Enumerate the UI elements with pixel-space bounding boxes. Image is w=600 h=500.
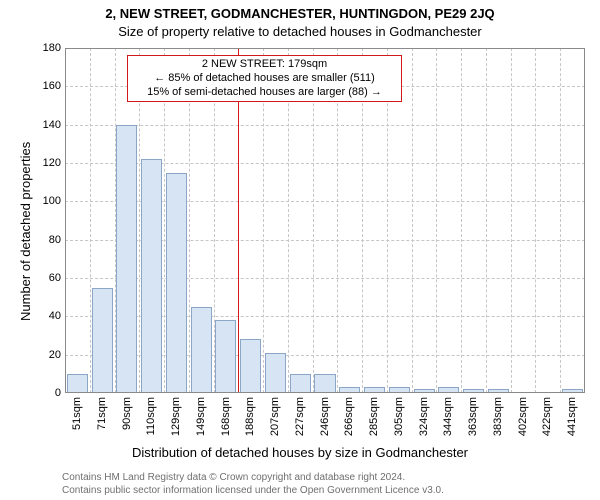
x-tick: 266sqm	[343, 397, 355, 436]
bar	[438, 387, 459, 393]
x-tick: 422sqm	[541, 397, 553, 436]
bar	[364, 387, 385, 393]
y-tick: 80	[37, 234, 61, 246]
chart-title-1: 2, NEW STREET, GODMANCHESTER, HUNTINGDON…	[0, 6, 600, 21]
x-tick: 246sqm	[319, 397, 331, 436]
gridline-v	[436, 48, 437, 393]
gridline-h	[65, 125, 585, 126]
x-tick: 305sqm	[393, 397, 405, 436]
bar	[562, 389, 583, 393]
bar	[339, 387, 360, 393]
annotation-l2: ← 85% of detached houses are smaller (51…	[134, 72, 395, 86]
x-tick: 207sqm	[269, 397, 281, 436]
gridline-v	[511, 48, 512, 393]
y-tick: 160	[37, 80, 61, 92]
y-tick: 60	[37, 272, 61, 284]
footer: Contains HM Land Registry data © Crown c…	[62, 472, 444, 497]
annotation-box: 2 NEW STREET: 179sqm ← 85% of detached h…	[127, 55, 402, 102]
y-tick: 140	[37, 119, 61, 131]
x-tick: 71sqm	[96, 397, 108, 430]
y-axis-label: Number of detached properties	[18, 141, 33, 320]
plot-area: 51sqm71sqm90sqm110sqm129sqm149sqm168sqm1…	[65, 48, 585, 393]
gridline-v	[461, 48, 462, 393]
chart-title-2: Size of property relative to detached ho…	[0, 24, 600, 39]
annotation-l3: 15% of semi-detached houses are larger (…	[134, 86, 395, 100]
x-tick: 149sqm	[195, 397, 207, 436]
bar	[463, 389, 484, 393]
x-tick: 168sqm	[220, 397, 232, 436]
y-tick: 180	[37, 42, 61, 54]
x-tick: 383sqm	[492, 397, 504, 436]
footer-l2: Contains public sector information licen…	[62, 485, 444, 498]
footer-l1: Contains HM Land Registry data © Crown c…	[62, 472, 444, 485]
x-tick: 285sqm	[368, 397, 380, 436]
gridline-v	[90, 48, 91, 393]
x-tick: 129sqm	[170, 397, 182, 436]
gridline-v	[535, 48, 536, 393]
bar	[290, 374, 311, 393]
x-tick: 324sqm	[418, 397, 430, 436]
bar	[191, 307, 212, 393]
x-tick: 90sqm	[121, 397, 133, 430]
bar	[92, 288, 113, 393]
x-tick: 188sqm	[244, 397, 256, 436]
bar	[414, 389, 435, 393]
gridline-v	[560, 48, 561, 393]
x-tick: 110sqm	[145, 397, 157, 435]
bar	[67, 374, 88, 393]
bar	[166, 173, 187, 393]
bar	[240, 339, 261, 393]
x-tick: 402sqm	[517, 397, 529, 436]
x-tick: 227sqm	[294, 397, 306, 436]
bar	[265, 353, 286, 393]
x-axis-label: Distribution of detached houses by size …	[0, 445, 600, 460]
bar	[215, 320, 236, 393]
bar	[488, 389, 509, 393]
y-tick: 40	[37, 310, 61, 322]
bar	[141, 159, 162, 393]
bar	[314, 374, 335, 393]
y-tick: 100	[37, 195, 61, 207]
x-tick: 51sqm	[71, 397, 83, 430]
bar	[389, 387, 410, 393]
gridline-v	[115, 48, 116, 393]
y-tick: 20	[37, 349, 61, 361]
gridline-v	[486, 48, 487, 393]
x-tick: 441sqm	[566, 397, 578, 436]
x-tick: 363sqm	[467, 397, 479, 436]
y-tick: 0	[37, 387, 61, 399]
bar	[116, 125, 137, 393]
annotation-l1: 2 NEW STREET: 179sqm	[134, 58, 395, 72]
x-tick: 344sqm	[442, 397, 454, 436]
gridline-v	[412, 48, 413, 393]
y-tick: 120	[37, 157, 61, 169]
